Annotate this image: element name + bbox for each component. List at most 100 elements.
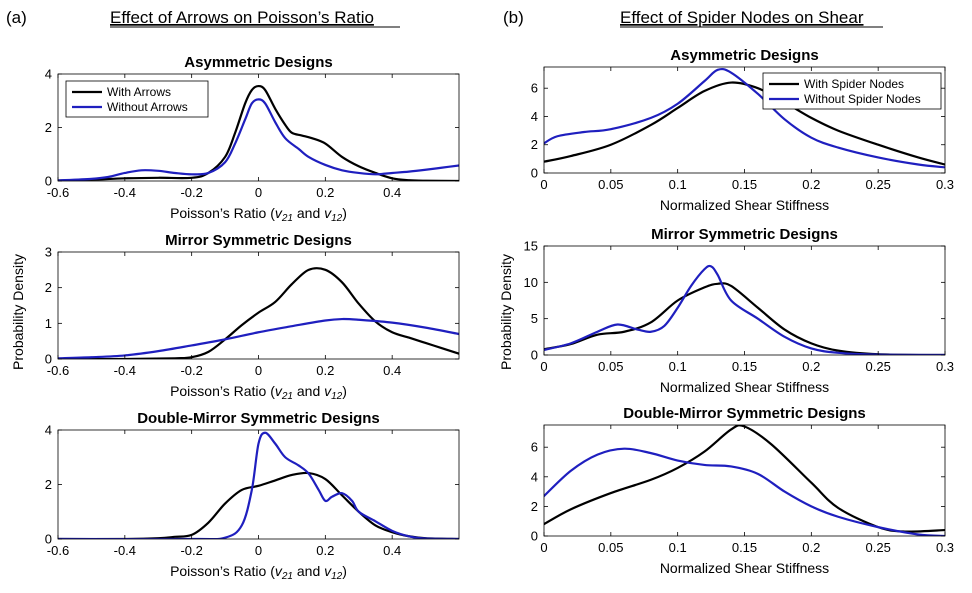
- x-tick-label: -0.6: [47, 543, 69, 558]
- x-tick-label: -0.4: [114, 363, 136, 378]
- y-tick-label: 2: [531, 499, 538, 514]
- y-tick-label: 2: [45, 280, 52, 295]
- x-tick-label: 0.2: [316, 363, 334, 378]
- y-tick-label: 15: [524, 239, 538, 254]
- y-tick-label: 0: [531, 166, 538, 181]
- x-tick-label: 0.15: [732, 540, 757, 555]
- series-line-black: [544, 282, 945, 355]
- xlabel-text: and: [293, 383, 324, 399]
- xlabel-subscript: 21: [281, 391, 293, 402]
- xlabel-subscript: 21: [281, 571, 293, 582]
- series-group: [544, 67, 945, 169]
- xlabel-symbol: v: [275, 205, 283, 221]
- series-group: [58, 431, 459, 539]
- series-group: [544, 425, 945, 536]
- series-line-black: [58, 471, 459, 539]
- chart-b2: 0 0.05 0.1 0.15 0.2 0.25 0.3 0 5 10 15 Mirror Symme…: [524, 226, 955, 395]
- legend-box: [762, 72, 942, 110]
- y-tick-label: 3: [45, 245, 52, 260]
- legend-label: Without Spider Nodes: [804, 92, 921, 106]
- chart-title: Asymmetric Designs: [184, 54, 332, 71]
- y-tick-label: 1: [45, 316, 52, 331]
- xlabel-text: and: [293, 563, 324, 579]
- legend-label: With Arrows: [107, 85, 171, 99]
- xlabel-text: Poisson’s Ratio (: [170, 563, 275, 579]
- xlabel-text: and: [293, 205, 324, 221]
- y-tick-label: 6: [531, 81, 538, 96]
- x-tick-label: 0.15: [732, 359, 757, 374]
- y-tick-label: 6: [531, 440, 538, 455]
- x-tick-label: 0.2: [802, 359, 820, 374]
- x-tick-label: 0.25: [866, 359, 891, 374]
- y-tick-label: 2: [45, 477, 52, 492]
- x-tick-label: 0.3: [936, 359, 954, 374]
- xlabel-text: ): [342, 205, 347, 221]
- series-line-blue: [544, 264, 945, 355]
- y-tick-label: 2: [45, 120, 52, 135]
- y-tick-label: 0: [45, 532, 52, 547]
- x-tick-label: 0.4: [383, 363, 401, 378]
- series-line-blue: [58, 98, 459, 181]
- x-tick-label: -0.2: [180, 543, 202, 558]
- y-tick-label: 0: [531, 348, 538, 363]
- series-line-black: [544, 425, 945, 533]
- x-tick-label: 0.05: [598, 359, 623, 374]
- series-line-blue: [58, 317, 459, 359]
- x-tick-label: 0.3: [936, 177, 954, 192]
- axes-frame: [57, 251, 460, 360]
- y-tick-label: 4: [45, 423, 52, 438]
- y-tick-label: 5: [531, 311, 538, 326]
- xlabel-text: Poisson’s Ratio (: [170, 383, 275, 399]
- x-tick-label: 0.2: [802, 540, 820, 555]
- x-tick-label: -0.4: [114, 185, 136, 200]
- x-tick-label: 0: [540, 359, 547, 374]
- xlabel-symbol: v: [324, 563, 332, 579]
- y-tick-label: 2: [531, 137, 538, 152]
- legend-label: With Spider Nodes: [804, 77, 904, 91]
- xlabel-subscript: 12: [331, 571, 343, 582]
- series-line-blue: [544, 447, 945, 536]
- panel-a-heading: Effect of Arrows on Poisson’s Ratio: [110, 8, 374, 27]
- x-tick-label: 0.2: [316, 543, 334, 558]
- xlabel-symbol: v: [275, 383, 283, 399]
- x-tick-label: 0.2: [316, 185, 334, 200]
- x-tick-label: 0.15: [732, 177, 757, 192]
- series-line-black: [544, 81, 945, 166]
- panel-a-letter: (a): [6, 8, 27, 27]
- x-tick-label: 0.05: [598, 177, 623, 192]
- chart-title: Double-Mirror Symmetric Designs: [623, 405, 866, 422]
- x-axis-label: Normalized Shear Stiffness: [660, 197, 829, 213]
- x-tick-label: -0.6: [47, 185, 69, 200]
- xlabel-subscript: 12: [331, 391, 343, 402]
- x-axis-label: Poisson’s Ratio (v21 and v12): [170, 205, 347, 224]
- chart-b3: 0 0.05 0.1 0.15 0.2 0.25 0.3 0 2 4 6 Double-Mirror …: [531, 405, 954, 576]
- x-tick-label: 0.25: [866, 177, 891, 192]
- x-tick-label: 0.3: [936, 540, 954, 555]
- xlabel-symbol: v: [324, 383, 332, 399]
- ylabel-left: Probability Density: [10, 254, 26, 370]
- chart-b1: 0 0.05 0.1 0.15 0.2 0.25 0.3 0 2 4 6 Asymmetric Des…: [531, 47, 954, 213]
- x-tick-label: 0.05: [598, 540, 623, 555]
- y-tick-label: 0: [45, 352, 52, 367]
- x-axis-label: Normalized Shear Stiffness: [660, 379, 829, 395]
- x-tick-label: 0: [540, 540, 547, 555]
- x-axis-label: Normalized Shear Stiffness: [660, 560, 829, 576]
- chart-a1: -0.6 -0.4 -0.2 0 0.2 0.4 0 2 4 Asymmetric Designs…: [45, 54, 460, 224]
- x-tick-label: 0.25: [866, 540, 891, 555]
- ylabel-right: Probability Density: [498, 254, 514, 370]
- axes-frame: [543, 424, 946, 537]
- y-tick-label: 0: [531, 529, 538, 544]
- x-tick-label: 0.1: [669, 177, 687, 192]
- chart-title: Asymmetric Designs: [670, 47, 818, 64]
- series-line-blue: [544, 67, 945, 169]
- x-tick-label: -0.6: [47, 363, 69, 378]
- chart-a3: -0.6 -0.4 -0.2 0 0.2 0.4 0 2 4 Double-Mirror Symm…: [45, 410, 460, 582]
- x-tick-label: 0: [255, 185, 262, 200]
- legend-box: [65, 80, 209, 118]
- series-group: [58, 267, 459, 359]
- series-group: [544, 264, 945, 355]
- x-tick-label: 0.1: [669, 540, 687, 555]
- x-tick-label: 0.4: [383, 185, 401, 200]
